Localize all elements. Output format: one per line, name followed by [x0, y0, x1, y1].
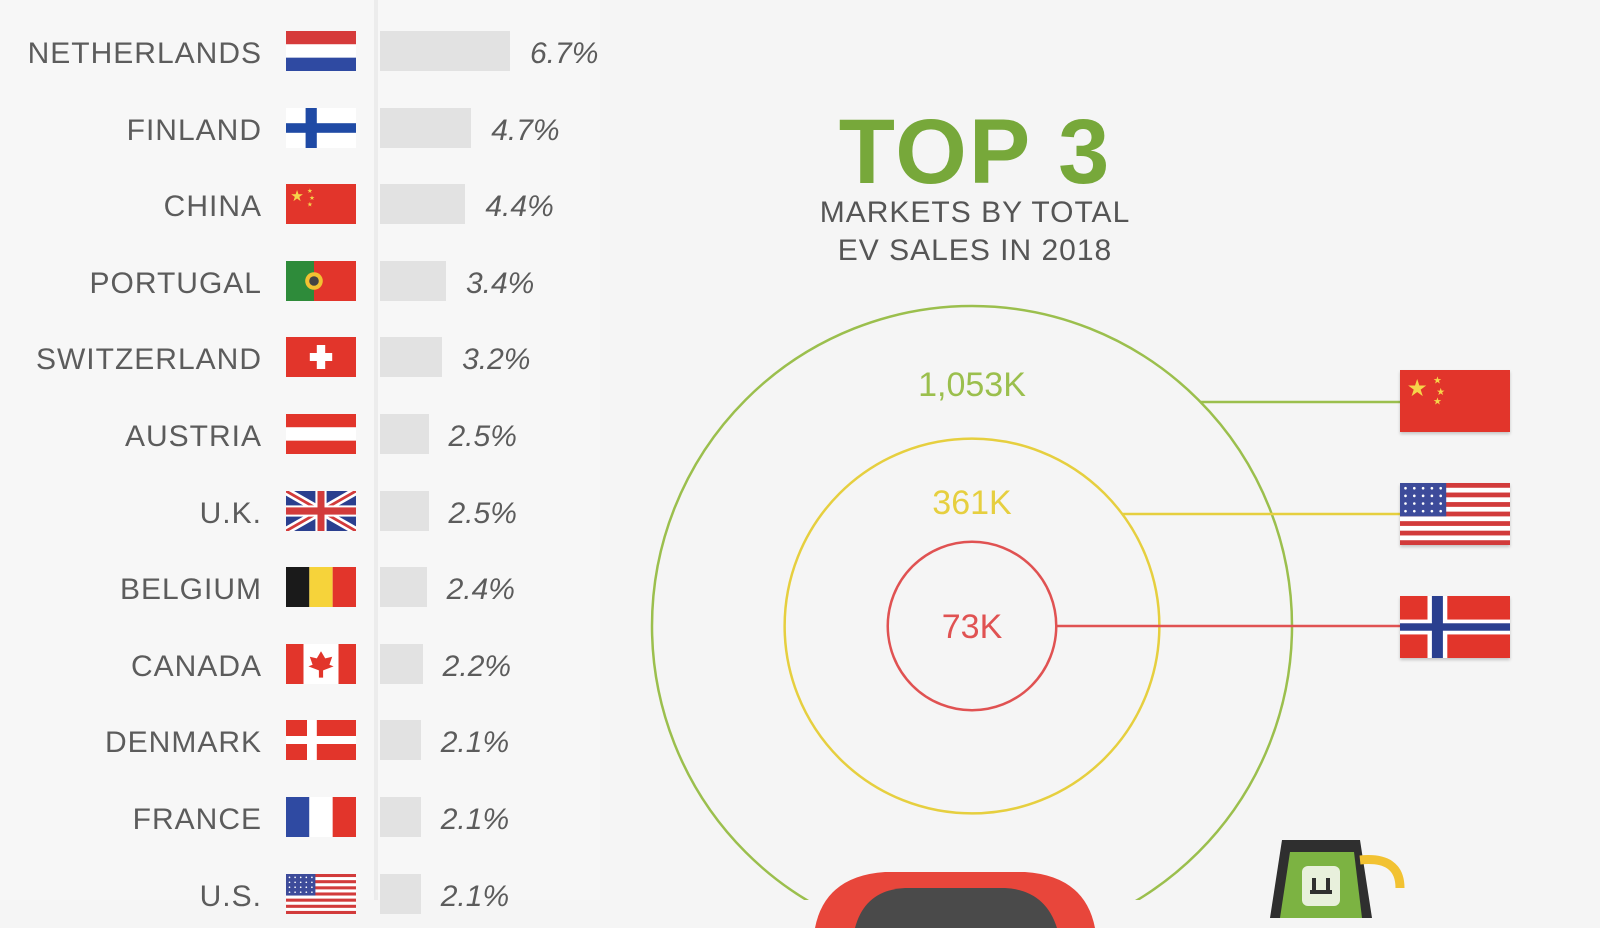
ranking-row: DENMARK 2.1% [0, 718, 600, 762]
share-bar [380, 414, 429, 454]
country-label: U.K. [199, 496, 262, 530]
share-bar [380, 720, 421, 761]
ranking-row: AUSTRIA 2.5% [0, 412, 600, 456]
country-label: FRANCE [132, 803, 262, 836]
share-bar [380, 260, 446, 301]
share-bar [380, 797, 421, 837]
flag-canada-icon [286, 643, 356, 684]
country-label: SWITZERLAND [35, 343, 262, 377]
share-value: 2.5% [448, 420, 517, 453]
flag-netherlands-icon [286, 31, 356, 71]
car-illustration [815, 872, 1095, 928]
flag-france-icon [286, 797, 356, 837]
share-value: 2.1% [440, 726, 510, 760]
ranking-row: CANADA 2.2% [0, 642, 600, 686]
flag-china-icon: ★ ★ ★ ★ [1400, 370, 1510, 432]
flag-column-divider [374, 0, 378, 900]
share-bar [380, 31, 510, 71]
infographic: NETHERLANDS 6.7% FINLAND 4.7% CHINA ★ ★ ★ ★ 4.4% P… [0, 0, 1510, 928]
svg-text:★: ★ [1436, 387, 1445, 398]
share-value: 3.4% [465, 266, 535, 300]
flag-uk-icon [286, 490, 356, 531]
share-value: 2.2% [442, 649, 512, 683]
share-value: 4.7% [491, 113, 560, 147]
share-bar [380, 337, 443, 378]
svg-text:★: ★ [1433, 376, 1442, 387]
share-bar [380, 490, 429, 531]
svg-text:★: ★ [1407, 374, 1428, 402]
country-label: NETHERLANDS [27, 37, 262, 70]
share-value: 2.1% [440, 803, 510, 836]
ranking-row: U.K. 2.5% [0, 489, 600, 533]
svg-text:★: ★ [309, 194, 315, 202]
ring-value-norway: 73K [942, 608, 1003, 646]
flag-portugal-icon [286, 260, 356, 301]
flag-austria-icon [286, 414, 356, 454]
svg-text:★: ★ [1433, 397, 1442, 408]
share-bar [380, 643, 423, 684]
country-label: PORTUGAL [89, 266, 262, 300]
country-label: BELGIUM [119, 573, 262, 607]
top3-subtitle-line1: MARKETS BY TOTAL [819, 196, 1131, 229]
share-value: 2.5% [448, 496, 517, 530]
country-label: CHINA [163, 190, 262, 224]
country-label: FINLAND [126, 113, 262, 147]
ranking-row: FINLAND 4.7% [0, 106, 600, 150]
share-value: 2.4% [446, 573, 515, 607]
ranking-row: SWITZERLAND 3.2% [0, 335, 600, 379]
flag-finland-icon [286, 107, 356, 148]
ring-value-china: 1,053K [918, 366, 1026, 404]
top3-bubble-chart: 1,053K 361K 73K [650, 304, 1400, 900]
ranking-panel: NETHERLANDS 6.7% FINLAND 4.7% CHINA ★ ★ ★ ★ 4.4% P… [0, 0, 600, 914]
flag-switzerland-icon [286, 337, 356, 378]
charger-illustration [1270, 840, 1405, 918]
flag-norway-icon [1400, 596, 1510, 658]
flag-denmark-icon [286, 720, 356, 761]
share-bar [380, 567, 427, 608]
ranking-row: CHINA ★ ★ ★ ★ 4.4% [0, 182, 600, 226]
country-label: AUSTRIA [124, 420, 262, 453]
share-value: 3.2% [462, 343, 531, 377]
country-label: CANADA [130, 649, 262, 683]
ring-value-usa: 361K [932, 484, 1012, 522]
top3-title: TOP 3 [838, 101, 1112, 203]
share-bar [380, 184, 466, 225]
svg-text:★: ★ [307, 187, 313, 195]
flag-belgium-icon [286, 567, 356, 608]
ranking-row: NETHERLANDS 6.7% [0, 29, 600, 73]
svg-text:★: ★ [307, 201, 313, 209]
ranking-row: FRANCE 2.1% [0, 795, 600, 839]
share-value: 6.7% [530, 37, 599, 70]
share-value: 4.4% [485, 190, 554, 224]
country-label: DENMARK [104, 726, 262, 760]
ranking-row: PORTUGAL 3.4% [0, 259, 600, 303]
flag-usa-icon [1400, 483, 1510, 545]
flag-china-icon: ★ ★ ★ ★ [286, 184, 356, 225]
share-bar [380, 107, 472, 148]
ranking-row: BELGIUM 2.4% [0, 565, 600, 609]
svg-text:★: ★ [290, 187, 304, 205]
top3-subtitle-line2: EV SALES IN 2018 [837, 234, 1113, 267]
